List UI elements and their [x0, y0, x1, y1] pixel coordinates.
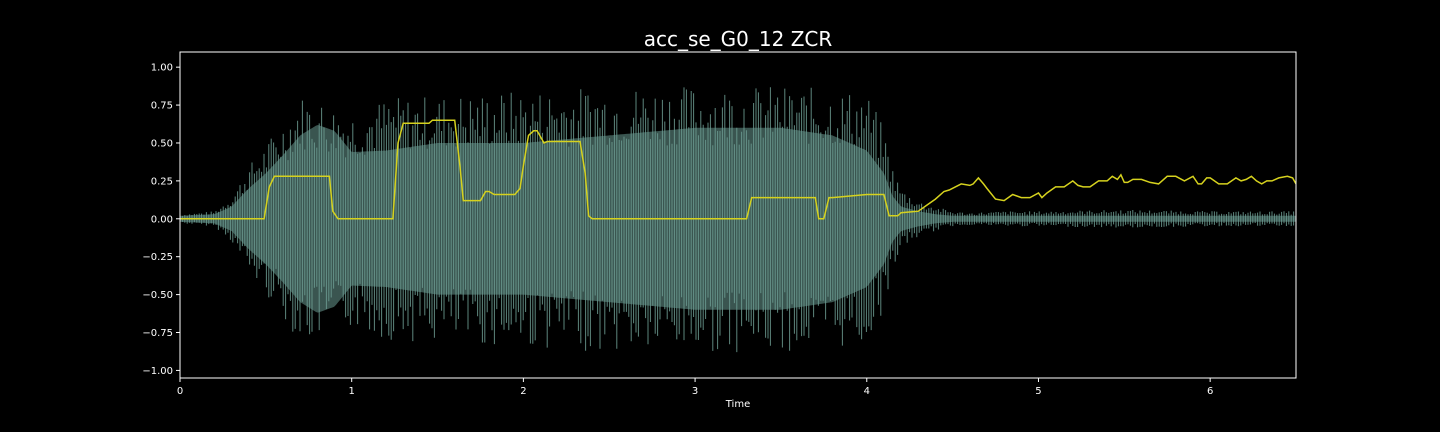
y-axis: −1.00 −0.75 −0.50 −0.25 0.00 0.25 0.50 0.75 1.00: [142, 63, 180, 377]
x-tick-label: 5: [1035, 386, 1041, 397]
x-tick-label: 1: [349, 386, 355, 397]
x-tick-label: 3: [692, 386, 698, 397]
y-tick-label: −0.75: [142, 328, 173, 339]
y-tick-label: 0.25: [151, 176, 173, 187]
y-tick-label: −0.25: [142, 252, 173, 263]
zcr-series-line: [180, 119, 1296, 220]
x-tick-label: 4: [864, 386, 870, 397]
x-tick-label: 6: [1207, 386, 1213, 397]
x-axis-label: Time: [725, 399, 750, 410]
y-tick-label: −1.00: [142, 366, 173, 377]
x-axis: 0 1 2 3 4 5 6: [177, 378, 1213, 397]
y-tick-label: 1.00: [151, 63, 173, 74]
y-tick-label: 0.00: [151, 214, 173, 225]
y-tick-label: 0.75: [151, 101, 173, 112]
x-tick-label: 0: [177, 386, 183, 397]
y-tick-label: 0.50: [151, 138, 173, 149]
axes-frame: [179, 51, 1297, 379]
x-tick-label: 2: [520, 386, 526, 397]
chart-title: acc_se_G0_12 ZCR: [644, 27, 833, 51]
y-tick-label: −0.50: [142, 290, 173, 301]
plot-area: [180, 87, 1296, 353]
